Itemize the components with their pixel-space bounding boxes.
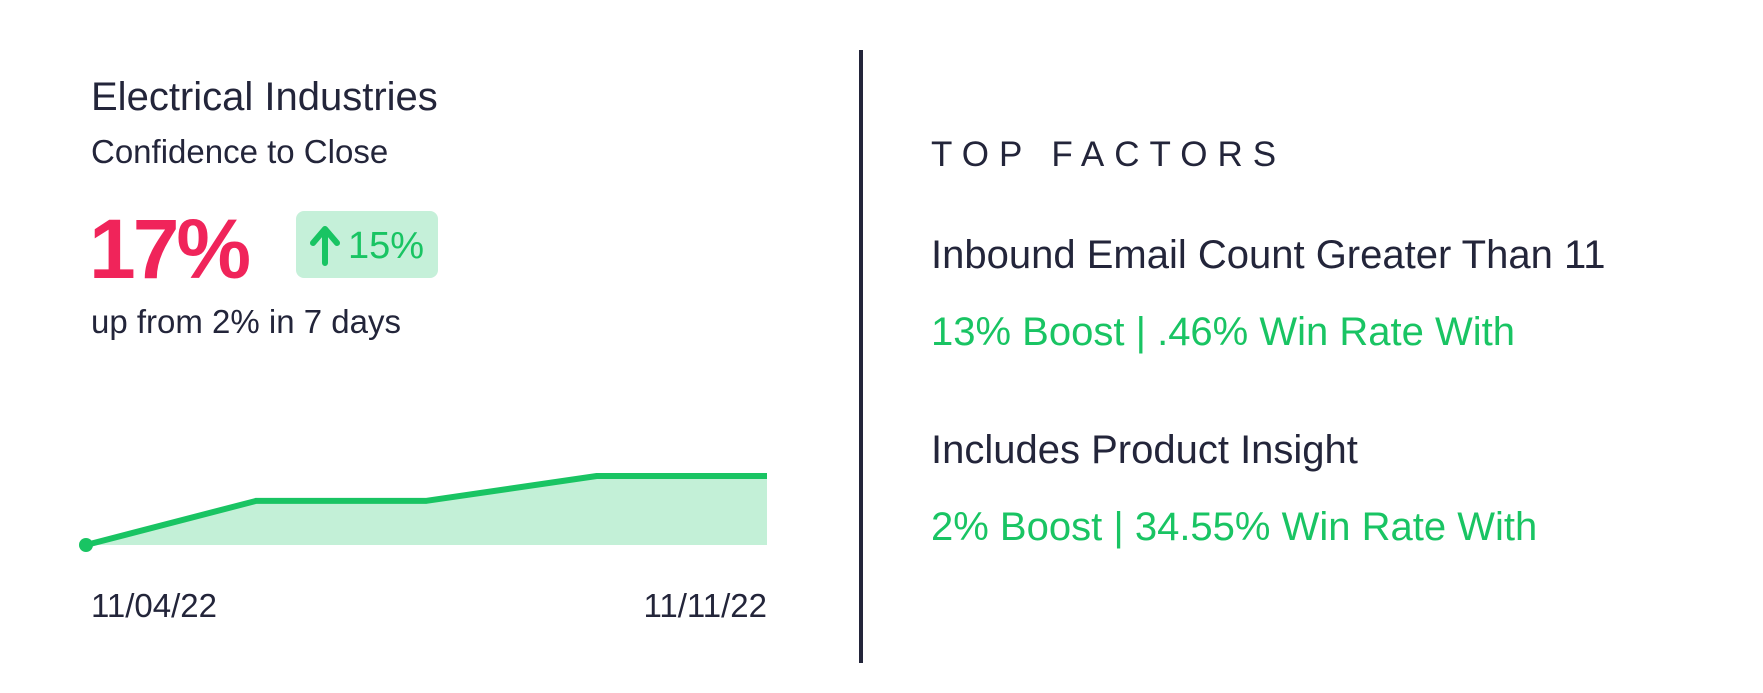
title: Electrical Industries [91, 75, 438, 119]
change-value: 15% [348, 225, 424, 267]
metric-value: 17% [89, 202, 249, 296]
change-badge [296, 211, 438, 278]
start-point [79, 538, 93, 552]
factor-name: Includes Product Insight [931, 428, 1358, 472]
metric-note: up from 2% in 7 days [91, 303, 401, 340]
arrow-up-icon [310, 226, 340, 266]
x-tick-label: 11/11/22 [643, 587, 767, 624]
area [86, 476, 767, 545]
factor-name: Inbound Email Count Greater Than 11 [931, 233, 1606, 277]
sparkline: 11/04/22 11/11/22 [79, 473, 767, 624]
x-tick-label: 11/04/22 [91, 587, 217, 624]
factor-stat: 2% Boost | 34.55% Win Rate With [931, 505, 1537, 549]
subtitle: Confidence to Close [91, 133, 388, 170]
factor-stat: 13% Boost | .46% Win Rate With [931, 310, 1515, 354]
line [85, 473, 767, 548]
factors-title: TOP FACTORS [931, 135, 1286, 174]
